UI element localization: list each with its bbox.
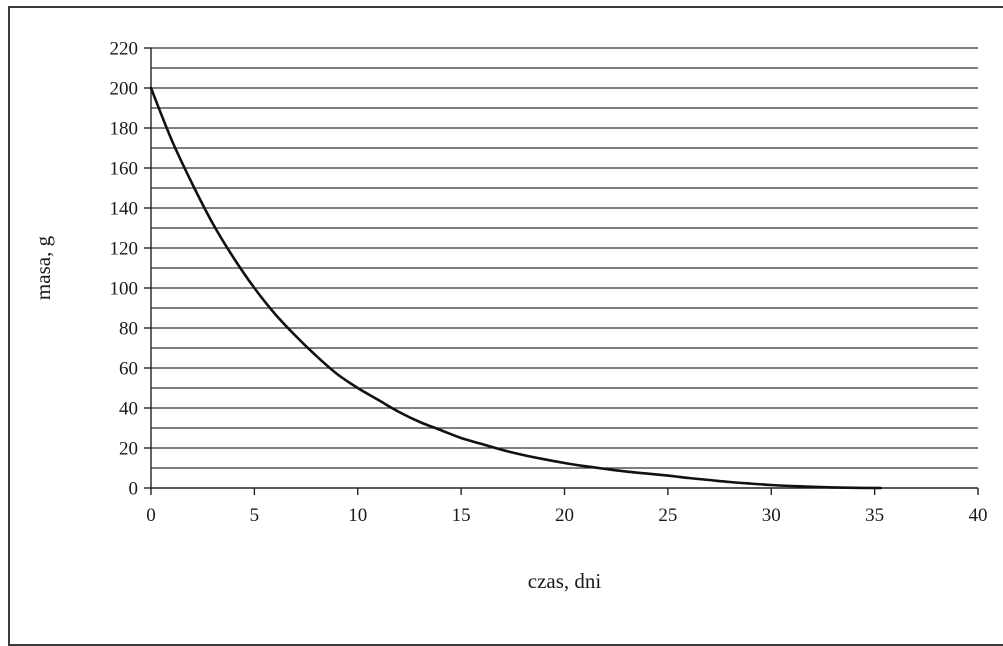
y-tick-label: 120 [110, 239, 139, 260]
x-tick-label: 0 [146, 505, 156, 526]
y-tick-label: 80 [119, 319, 138, 340]
chart-frame [8, 6, 1003, 646]
x-tick-label: 30 [762, 505, 781, 526]
y-tick-label: 220 [110, 39, 139, 60]
y-axis-title: masa, g [31, 235, 55, 300]
x-tick-label: 35 [865, 505, 884, 526]
series-layer [149, 86, 883, 490]
x-tick-label: 40 [969, 505, 988, 526]
gridlines [151, 47, 978, 469]
y-tick-label: 40 [119, 399, 138, 420]
y-tick-label: 160 [110, 159, 139, 180]
x-tick-label: 15 [452, 505, 471, 526]
y-tick-label: 180 [110, 119, 139, 140]
x-tick-label: 5 [250, 505, 260, 526]
y-tick-label: 100 [110, 279, 139, 300]
x-tick-label: 25 [658, 505, 677, 526]
decay-chart: 0 20 40 60 80 100 120 140 160 180 200 220 0 5 10 15 20 25… [31, 39, 988, 594]
x-tick-label: 10 [348, 505, 367, 526]
x-axis-title: czas, dni [528, 569, 602, 593]
series-line [149, 86, 883, 490]
y-tick-label: 60 [119, 359, 138, 380]
y-tick-label: 200 [110, 79, 139, 100]
tick-labels: 0 20 40 60 80 100 120 140 160 180 200 220 0 5 10 15 20 25… [110, 39, 988, 527]
y-tick-label: 140 [110, 199, 139, 220]
y-tick-label: 0 [129, 479, 139, 500]
x-tick-label: 20 [555, 505, 574, 526]
y-tick-label: 20 [119, 439, 138, 460]
